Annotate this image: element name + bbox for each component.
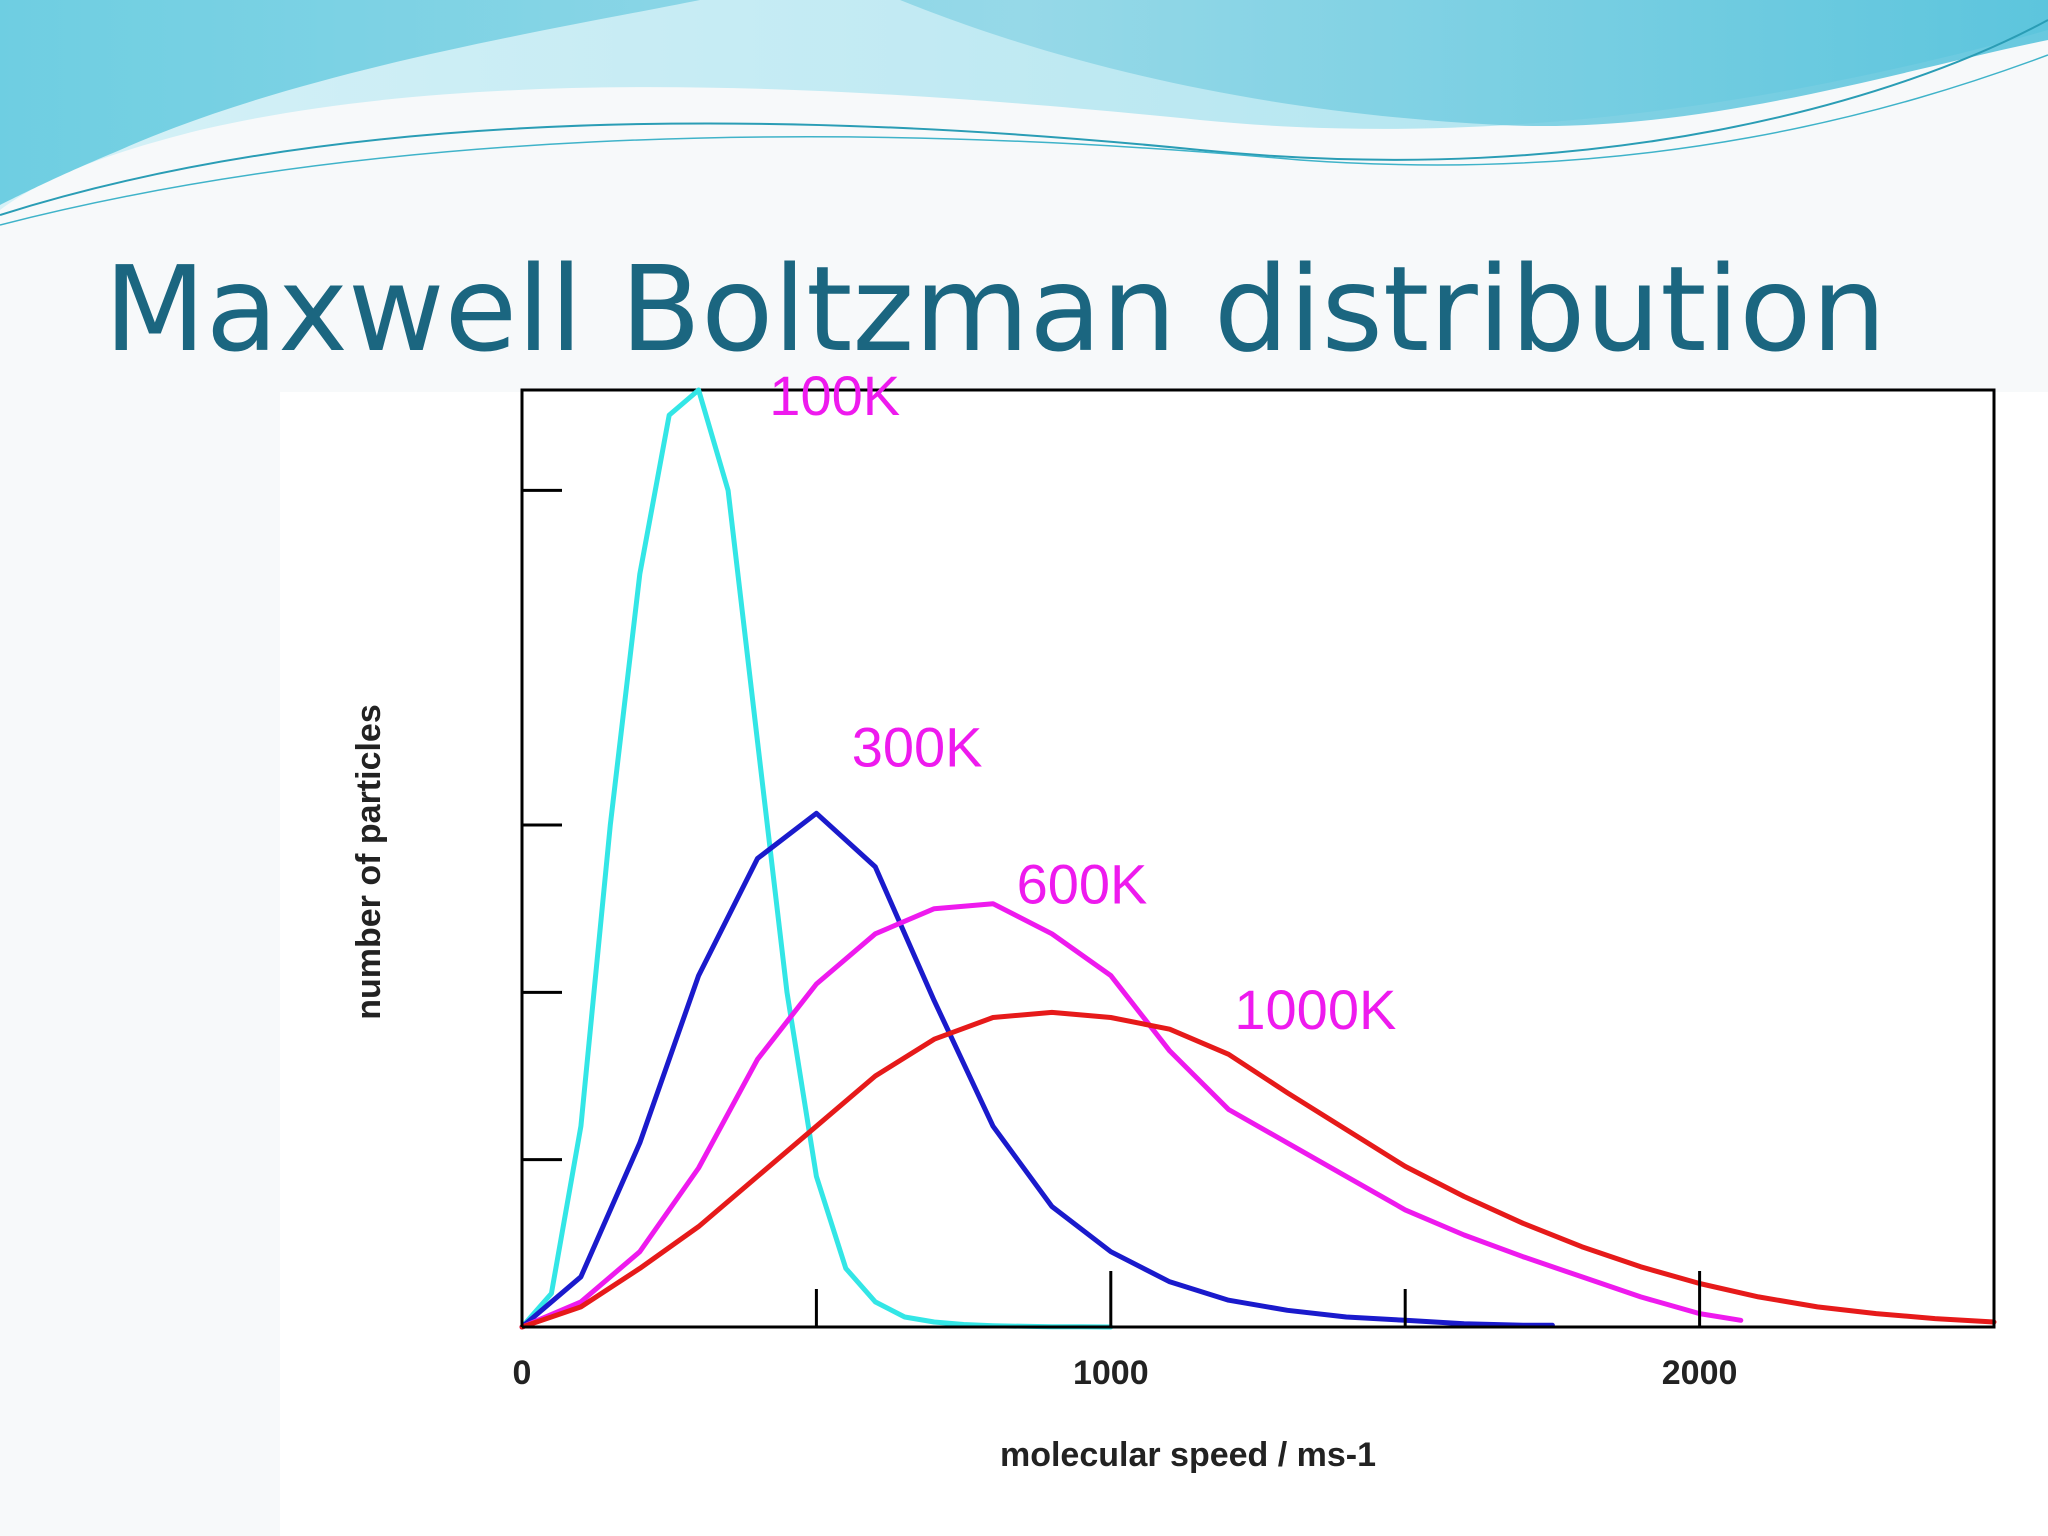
- slide-title: Maxwell Boltzman distribution: [104, 240, 1887, 378]
- series-label-600k: 600K: [1017, 853, 1148, 916]
- decorative-wave-banner: [0, 0, 2048, 226]
- series-layer: [519, 387, 1997, 1330]
- x-tick-label-2000: 2000: [1662, 1354, 1738, 1392]
- series-line-1000k: [519, 1009, 1997, 1330]
- x-tick-label-1000: 1000: [1073, 1354, 1149, 1392]
- x-tick-label-0: 0: [513, 1354, 532, 1392]
- wave-line-1: [0, 19, 2048, 216]
- series-label-300k: 300K: [852, 716, 983, 779]
- wave-line-2: [0, 54, 2048, 226]
- x-axis-label: molecular speed / ms-1: [1000, 1436, 1376, 1474]
- wave-fill-front: [0, 0, 2048, 205]
- series-label-100k: 100K: [769, 364, 900, 427]
- y-axis-label: number of particles: [350, 704, 388, 1020]
- series-line-600k: [519, 901, 1744, 1330]
- axis-layer: 0 1000 2000: [513, 488, 1996, 1392]
- series-label-1000k: 1000K: [1234, 978, 1396, 1041]
- label-layer: 100K 300K 600K 1000K: [769, 364, 1396, 1041]
